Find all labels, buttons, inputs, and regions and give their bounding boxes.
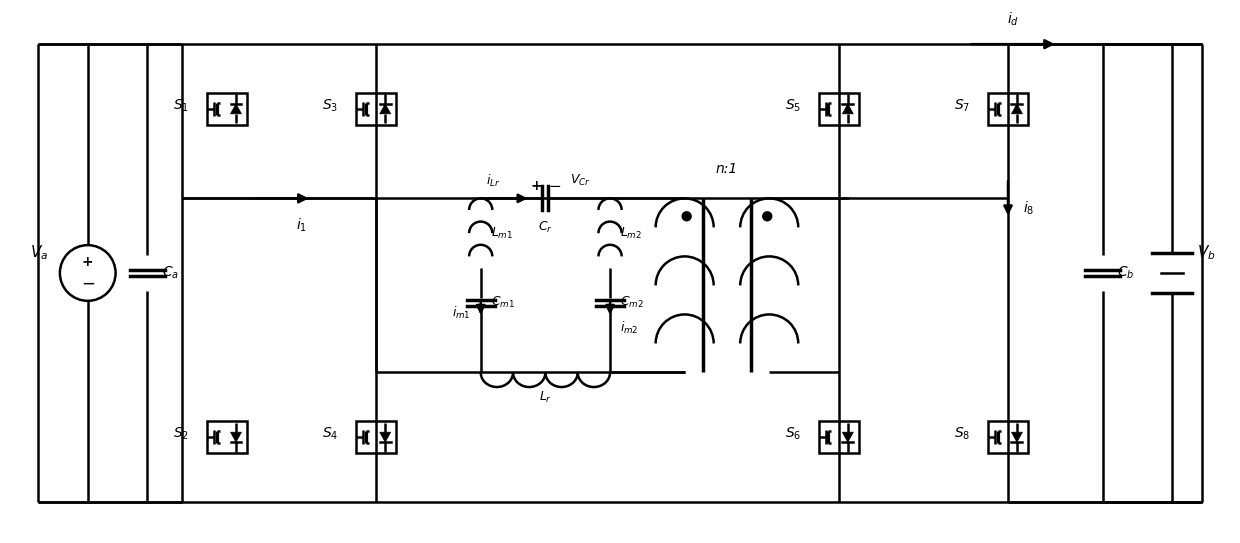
Polygon shape [231, 104, 242, 114]
Text: $S_{3}$: $S_{3}$ [322, 98, 339, 114]
Text: $C_a$: $C_a$ [162, 265, 180, 281]
Text: $S_{5}$: $S_{5}$ [785, 98, 801, 114]
Polygon shape [379, 432, 391, 442]
Polygon shape [1012, 104, 1023, 114]
Text: $i_{m2}$: $i_{m2}$ [620, 320, 639, 336]
Text: $L_r$: $L_r$ [539, 390, 552, 406]
Text: $i_1$: $i_1$ [296, 216, 308, 233]
Bar [818, 93, 859, 125]
Text: $C_b$: $C_b$ [1117, 265, 1135, 281]
Text: $L_{m1}$: $L_{m1}$ [491, 226, 513, 241]
Polygon shape [842, 104, 853, 114]
Text: $i_d$: $i_d$ [1007, 11, 1019, 28]
Text: $i_{m1}$: $i_{m1}$ [453, 305, 471, 321]
Text: $S_{6}$: $S_{6}$ [785, 426, 801, 443]
Text: $C_r$: $C_r$ [538, 220, 553, 235]
Circle shape [763, 212, 771, 221]
Text: −: − [548, 179, 560, 194]
Bar [356, 421, 396, 453]
Text: $V_{Cr}$: $V_{Cr}$ [570, 173, 591, 188]
Text: +: + [82, 255, 93, 269]
Text: $C_{m2}$: $C_{m2}$ [620, 295, 644, 311]
Text: n:1: n:1 [715, 161, 738, 175]
Bar [988, 421, 1028, 453]
Polygon shape [1012, 432, 1023, 442]
Polygon shape [379, 104, 391, 114]
Circle shape [682, 212, 691, 221]
Text: $S_{7}$: $S_{7}$ [954, 98, 970, 114]
Bar [207, 421, 247, 453]
Text: +: + [531, 179, 542, 193]
Text: $S_{4}$: $S_{4}$ [322, 426, 339, 443]
Bar [988, 93, 1028, 125]
Text: $V_a$: $V_a$ [30, 244, 48, 262]
Text: $i_8$: $i_8$ [1023, 200, 1034, 217]
Bar [207, 93, 247, 125]
Text: $L_{m2}$: $L_{m2}$ [620, 226, 642, 241]
Text: −: − [81, 275, 94, 293]
Polygon shape [231, 432, 242, 442]
Bar [356, 93, 396, 125]
Polygon shape [842, 432, 853, 442]
Text: $i_{Lr}$: $i_{Lr}$ [486, 173, 500, 188]
Text: $S_{8}$: $S_{8}$ [954, 426, 970, 443]
Text: $V_b$: $V_b$ [1197, 244, 1215, 262]
Text: $C_{m1}$: $C_{m1}$ [491, 295, 515, 311]
Bar [818, 421, 859, 453]
Text: $S_{1}$: $S_{1}$ [174, 98, 190, 114]
Text: $S_{2}$: $S_{2}$ [174, 426, 190, 443]
